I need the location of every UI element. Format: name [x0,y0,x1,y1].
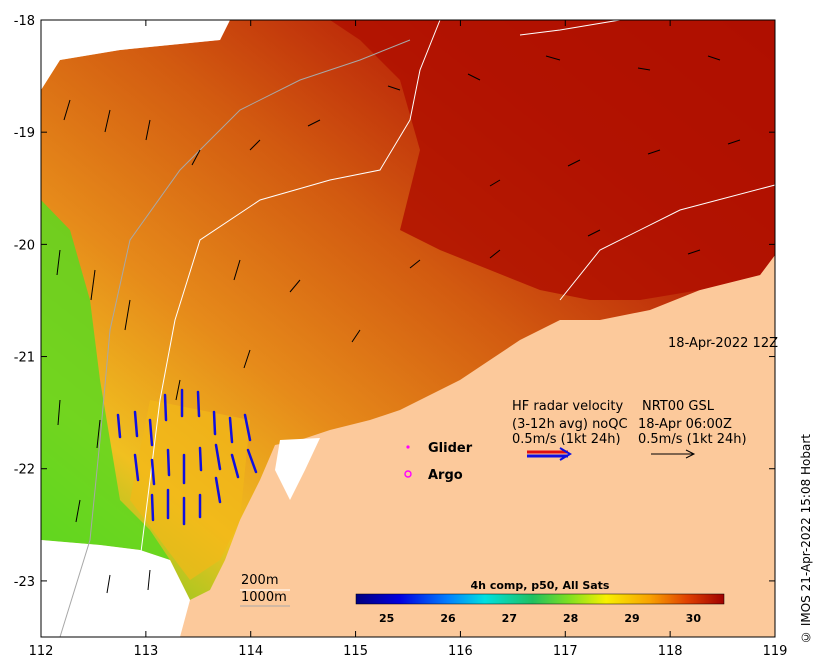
model-scale-arrow [651,449,696,459]
bathymetry-contours [59,19,776,638]
credit-text: © IMOS 21-Apr-2022 15:08 Hobart [799,434,813,644]
x-tick-label: 115 [343,644,368,659]
nrt-title: NRT00 GSL [642,399,715,414]
argo-label: Argo [428,468,463,483]
glider-marker [406,445,410,449]
contour-1000m-label: 1000m [241,590,287,605]
y-tick-label: -21 [14,351,35,366]
radar-vectors [116,388,258,526]
radar-scale: 0.5m/s (1kt 24h) [512,432,621,447]
colorbar [355,593,725,605]
current-arrows [56,55,741,594]
x-tick-label: 119 [763,644,788,659]
x-tick-label: 117 [553,644,578,659]
nrt-time: 18-Apr 06:00Z [638,417,732,432]
radar-scale-arrow [527,447,572,461]
colorbar-tick-label: 27 [502,612,517,625]
contour-200m-label: 200m [241,573,278,588]
colorbar-tick-label: 26 [440,612,456,625]
colorbar-tick-label: 25 [379,612,394,625]
contour-offshore [559,184,776,301]
contour-200m [109,19,441,638]
x-tick-label: 113 [133,644,158,659]
argo-marker [404,470,412,478]
nodata-patch-coast [275,438,320,500]
y-tick-label: -23 [14,575,35,590]
colorbar-tick-label: 30 [686,612,702,625]
contour-far [519,19,621,36]
colorbar-tick-label: 28 [563,612,578,625]
nodata-patch-bottom [41,540,190,637]
colorbar-title: 4h comp, p50, All Sats [471,579,610,592]
colorbar-ticks: 25 26 27 28 29 30 [379,612,701,625]
plot-frame [40,19,776,638]
y-tick-label: -18 [14,14,35,29]
x-tick-label: 116 [448,644,473,659]
contour-1000m [59,39,411,638]
x-tick-label: 112 [29,644,54,659]
y-tick-label: -22 [14,463,35,478]
nodata-patch-top [41,20,230,90]
radar-avg: (3-12h avg) noQC [512,417,628,432]
glider-label: Glider [428,441,473,456]
ocean-cool-zone [41,200,170,560]
y-tick-label: -20 [14,238,35,253]
ocean-warm-zone [130,400,250,580]
radar-title: HF radar velocity [512,399,624,414]
x-tick-label: 118 [658,644,683,659]
date-label: 18-Apr-2022 12Z [668,336,778,351]
ocean-hot-zone [330,20,775,300]
y-tick-label: -19 [14,126,35,141]
nrt-scale: 0.5m/s (1kt 24h) [638,432,747,447]
axis-ticks: 112 113 114 115 116 117 118 119 -18 -19 -20 -21 -22 -… [14,14,788,659]
colorbar-tick-label: 29 [624,612,639,625]
x-tick-label: 114 [238,644,263,659]
